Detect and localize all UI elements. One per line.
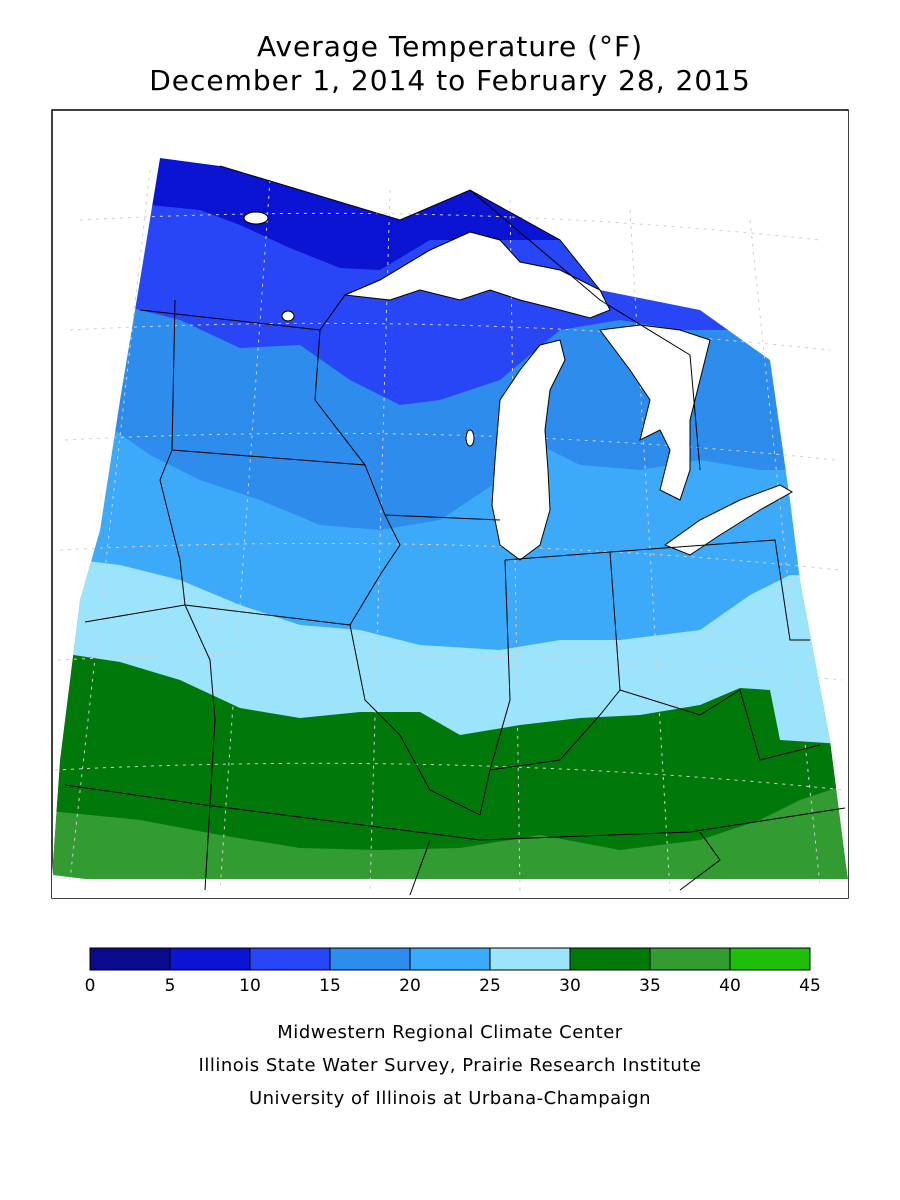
lake-huron xyxy=(599,324,711,501)
canada-border xyxy=(219,165,601,291)
legend-swatch xyxy=(729,947,811,971)
island xyxy=(281,310,295,322)
legend-tick-label: 5 xyxy=(164,976,176,996)
legend-swatch xyxy=(649,947,731,971)
south-mask xyxy=(52,875,848,898)
legend-tick-label: 15 xyxy=(319,976,341,996)
lake-michigan xyxy=(491,339,566,561)
legend-tick-label: 20 xyxy=(399,976,421,996)
legend-tick-label: 30 xyxy=(559,976,581,996)
legend-tick-label: 35 xyxy=(639,976,661,996)
lake-superior xyxy=(343,231,611,319)
bottom-mask xyxy=(53,879,848,897)
credit-line: Illinois State Water Survey, Prairie Res… xyxy=(198,1055,702,1076)
legend-swatch xyxy=(569,947,651,971)
legend-swatch xyxy=(89,947,171,971)
state-borders xyxy=(64,294,846,896)
great-lakes xyxy=(243,211,794,561)
legend-swatch xyxy=(489,947,571,971)
legend-tick-label: 40 xyxy=(719,976,741,996)
island xyxy=(243,211,269,225)
credit-line: Midwestern Regional Climate Center xyxy=(277,1022,623,1043)
legend-tick-label: 10 xyxy=(239,976,261,996)
lake-erie xyxy=(663,484,794,556)
credit-line: University of Illinois at Urbana-Champai… xyxy=(248,1088,652,1109)
island xyxy=(465,429,475,447)
legend-tick-label: 25 xyxy=(479,976,501,996)
international-border xyxy=(469,189,701,471)
legend-swatch xyxy=(329,947,411,971)
legend-swatch xyxy=(409,947,491,971)
legend-tick-label: 45 xyxy=(799,976,821,996)
map-date-range: December 1, 2014 to February 28, 2015 xyxy=(149,64,751,97)
map-title: Average Temperature (°F) xyxy=(256,30,644,63)
legend-swatch xyxy=(169,947,251,971)
legend-swatch xyxy=(249,947,331,971)
legend-tick-label: 0 xyxy=(84,976,96,996)
legend-color-bar xyxy=(89,947,811,971)
outside-region-mask xyxy=(52,111,848,880)
